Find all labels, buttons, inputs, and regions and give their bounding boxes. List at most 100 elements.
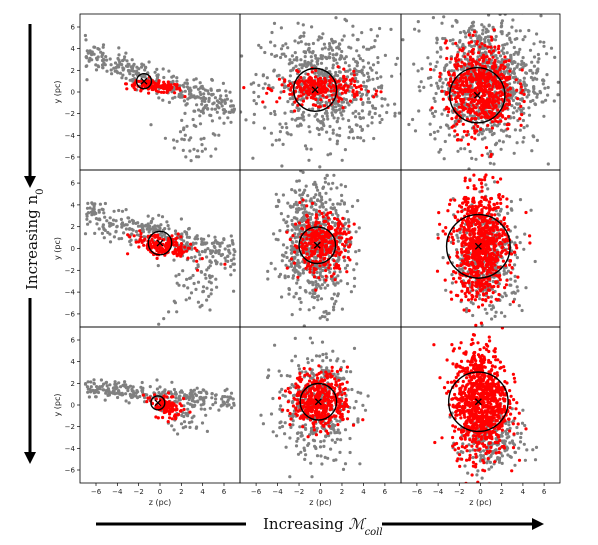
red-point <box>293 250 297 254</box>
grey-point <box>370 68 374 72</box>
grey-point <box>210 107 214 111</box>
grey-point <box>515 256 520 260</box>
grey-point <box>521 38 525 42</box>
red-point <box>334 253 338 257</box>
red-point <box>465 117 470 121</box>
red-point <box>306 264 310 268</box>
grey-point <box>165 220 169 224</box>
grey-point <box>483 307 487 311</box>
grey-point <box>435 81 439 85</box>
grey-point <box>297 232 301 236</box>
grey-point <box>175 76 179 80</box>
red-point <box>348 99 352 103</box>
grey-point <box>312 208 316 212</box>
grey-point <box>506 65 510 69</box>
grey-point <box>333 221 337 225</box>
grey-point <box>435 60 439 64</box>
grey-point <box>94 211 98 216</box>
grey-point <box>90 213 94 217</box>
grey-point <box>513 291 517 295</box>
red-point <box>166 243 170 247</box>
grey-point <box>195 103 199 107</box>
grey-point <box>335 142 339 146</box>
red-point <box>507 102 511 107</box>
grey-point <box>306 250 310 254</box>
grey-point <box>299 116 303 120</box>
red-point <box>299 75 303 80</box>
red-point <box>479 116 483 120</box>
red-point <box>327 84 331 88</box>
grey-point <box>88 220 92 224</box>
grey-point <box>533 259 537 264</box>
y-axis-label: y (pc) <box>53 81 62 104</box>
grey-point <box>286 275 290 279</box>
red-point <box>497 101 501 105</box>
red-point <box>177 247 181 251</box>
grey-point <box>280 52 284 56</box>
red-point <box>496 85 501 89</box>
grey-point <box>205 268 209 272</box>
grey-point <box>201 285 206 289</box>
red-point <box>498 82 502 86</box>
panel-r1-c1 <box>239 169 402 328</box>
grey-point <box>328 270 332 274</box>
grey-point <box>372 87 377 91</box>
grey-point <box>290 228 294 232</box>
grey-point <box>337 103 341 107</box>
grey-point <box>244 118 248 122</box>
grey-point <box>205 286 209 290</box>
red-point <box>318 105 322 109</box>
col-arrow: Increasing ℳcoll <box>96 515 544 538</box>
grey-point <box>208 113 212 117</box>
grey-point <box>266 277 270 281</box>
grey-point <box>378 114 382 118</box>
grey-point <box>356 199 360 203</box>
grey-point <box>177 272 181 277</box>
red-point <box>342 85 346 89</box>
grey-point <box>347 136 351 140</box>
grey-point <box>94 217 98 221</box>
grey-point <box>373 111 377 116</box>
grey-point <box>515 65 519 69</box>
grey-point <box>100 207 104 211</box>
red-point <box>147 91 151 95</box>
red-point <box>454 100 458 104</box>
grey-point <box>447 126 451 130</box>
grey-point <box>295 124 300 128</box>
grey-point <box>455 20 459 24</box>
grey-point <box>448 60 452 64</box>
grey-point <box>527 106 531 110</box>
grey-point <box>443 37 447 41</box>
red-point <box>179 244 183 248</box>
grey-point <box>435 41 439 45</box>
red-point <box>314 230 318 234</box>
grey-point <box>357 112 361 116</box>
red-point <box>301 198 305 202</box>
grey-point <box>440 112 444 116</box>
grey-point <box>330 220 335 224</box>
grey-point <box>97 227 101 231</box>
grey-point <box>338 70 342 74</box>
grey-point <box>229 120 233 124</box>
y-tick-label: 6 <box>71 24 76 32</box>
red-point <box>326 248 330 252</box>
grey-point <box>521 106 525 111</box>
grey-point <box>163 136 167 140</box>
grey-point <box>301 268 305 272</box>
grey-point <box>294 118 298 122</box>
red-point <box>519 91 523 95</box>
grey-point <box>523 82 527 86</box>
grey-point <box>300 203 304 207</box>
grey-point <box>195 237 200 241</box>
grey-point <box>511 18 515 22</box>
red-point <box>170 234 174 238</box>
red-point <box>346 256 350 260</box>
grey-point <box>195 330 198 333</box>
grey-point <box>482 25 486 29</box>
grey-point <box>201 97 206 101</box>
grey-point <box>430 111 435 115</box>
grey-point <box>332 305 336 309</box>
grey-point <box>184 298 188 302</box>
grey-point <box>192 109 196 113</box>
grey-point <box>311 221 315 225</box>
